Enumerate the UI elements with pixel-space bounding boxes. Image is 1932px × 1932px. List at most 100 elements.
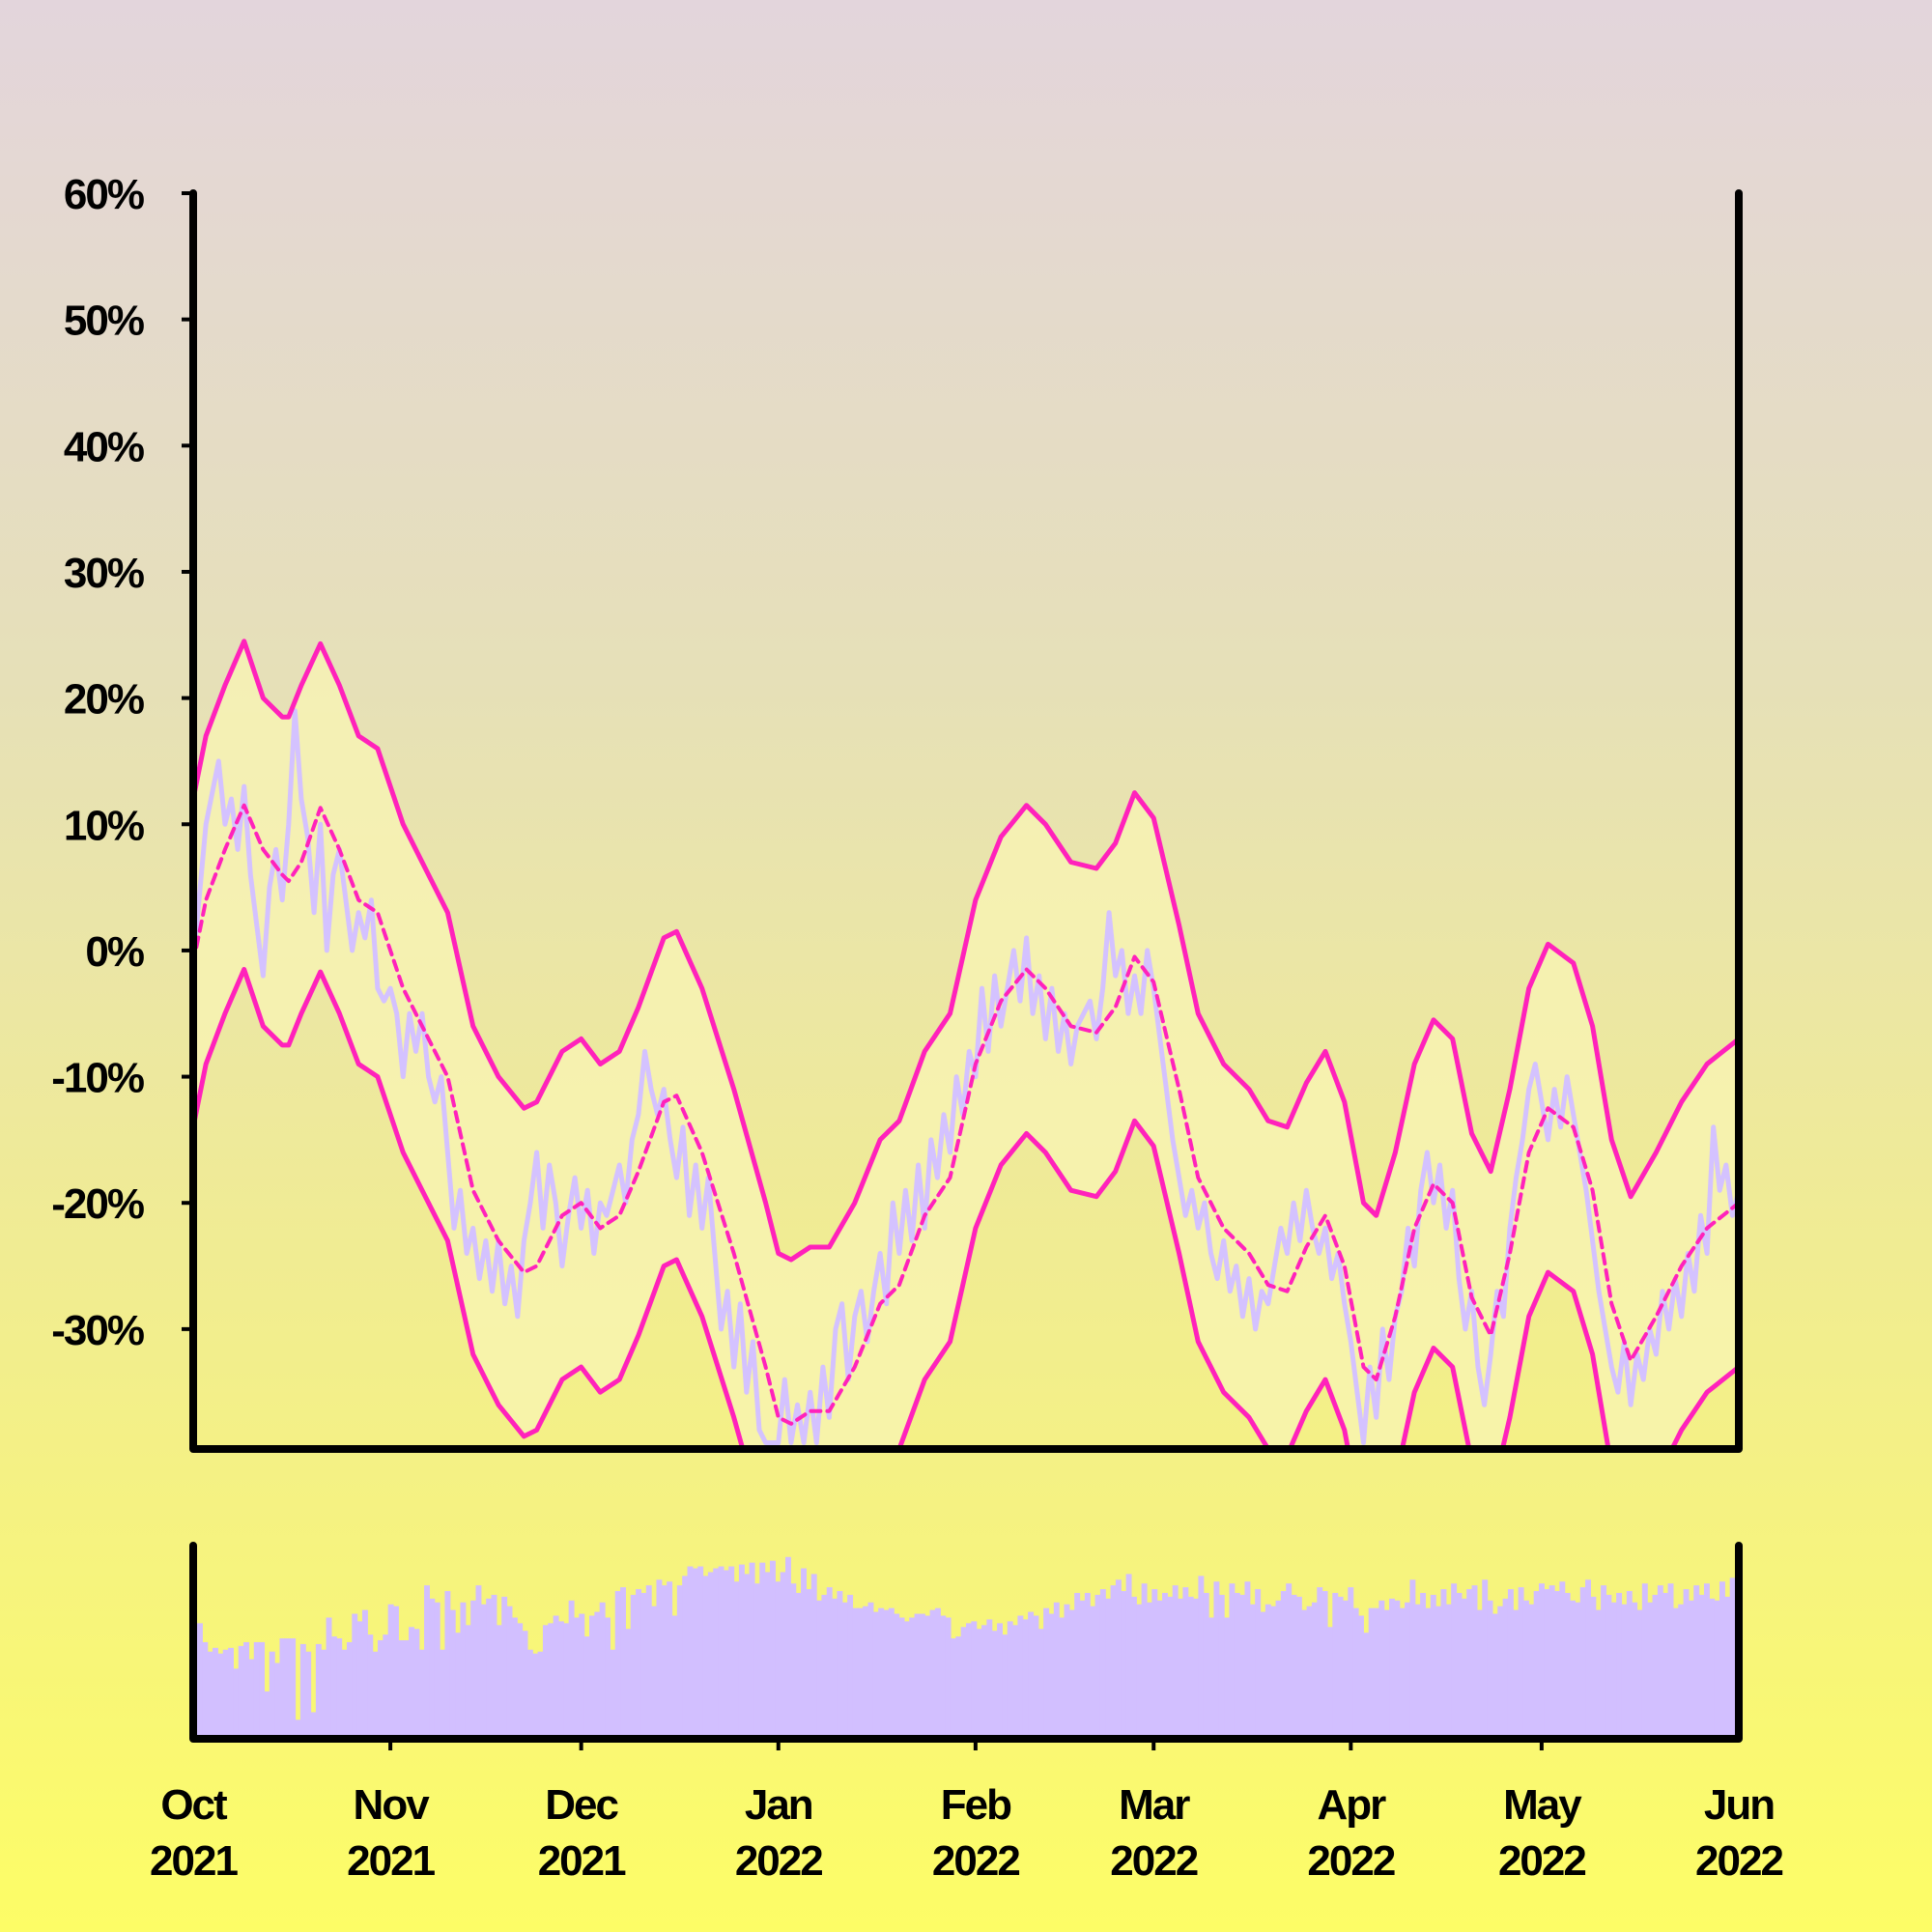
volume-bar [517,1623,524,1735]
volume-bar [1564,1593,1571,1735]
volume-bar [852,1607,859,1735]
volume-bar [769,1560,776,1735]
volume-bar [1002,1634,1009,1735]
volume-bar [217,1653,224,1735]
volume-bar [775,1581,781,1735]
volume-bar [383,1634,389,1735]
y-tick-label: -10% [51,1055,144,1102]
x-tick-year-label: 2022 [1695,1837,1782,1885]
volume-bar [1544,1589,1550,1735]
volume-bar [372,1651,379,1735]
volume-bar [330,1636,337,1735]
volume-bar [723,1570,729,1735]
volume-bar [1136,1604,1143,1735]
volume-bar [1647,1602,1654,1735]
volume-bar [636,1589,642,1735]
x-tick-month-label: Jun [1704,1781,1774,1829]
volume-bar [826,1587,833,1735]
volume-bar [1229,1583,1236,1735]
volume-bar [614,1591,621,1735]
lower-band-line [193,967,1739,1449]
volume-bar [290,1638,297,1735]
volume-bars [197,1556,1736,1735]
volume-bar [1022,1619,1029,1735]
volume-bar [1187,1596,1194,1735]
volume-bar [697,1566,704,1735]
volume-bar [909,1617,916,1735]
volume-bar [1632,1602,1638,1735]
volume-bar [496,1625,502,1735]
volume-bar [1068,1609,1075,1735]
x-tick-year-label: 2021 [150,1837,238,1885]
volume-bar [1084,1593,1091,1735]
volume-bar [1383,1609,1390,1735]
volume-bar [728,1566,735,1735]
volume-bar [878,1607,885,1735]
volume-bar [950,1638,956,1735]
volume-bar [1621,1604,1628,1735]
volume-bar [667,1581,673,1735]
volume-bar [1352,1607,1359,1735]
volume-bar [532,1653,539,1735]
volume-bar [228,1647,234,1735]
volume-bar [434,1602,440,1735]
volume-bar [1672,1607,1679,1735]
volume-bar [1601,1585,1607,1735]
y-tick-label: -30% [51,1307,144,1354]
volume-bar [1198,1576,1205,1735]
volume-bar [997,1623,1003,1735]
volume-bar [1636,1609,1643,1735]
x-tick-year-label: 2021 [538,1837,626,1885]
axes [189,189,1743,1743]
volume-bar [1249,1604,1256,1735]
volume-bar [640,1593,647,1735]
volume-bar [413,1629,420,1735]
volume-bar [651,1605,658,1735]
volume-bar [1208,1617,1215,1735]
volume-bar [1378,1600,1385,1735]
volume-bar [284,1638,291,1735]
volume-bar [945,1617,952,1735]
volume-bar [991,1631,998,1735]
volume-bar [1420,1593,1427,1735]
volume-bar [1295,1596,1302,1735]
daily-line [193,708,1739,1445]
volume-bar [966,1623,972,1735]
volume-bar [1579,1587,1586,1735]
y-tick-label: 40% [64,423,144,470]
volume-bar [780,1572,786,1735]
volume-bar [480,1604,487,1735]
volume-bar [1626,1591,1633,1735]
volume-bar [656,1579,663,1735]
volume-bar [867,1602,874,1735]
volume-bar [816,1600,823,1735]
volume-bar [894,1613,900,1735]
volume-bar [610,1649,616,1735]
volume-bar [1213,1581,1220,1735]
y-axis-ticks: 60% 50% 40% 30% 20% 10% 0% -10% -20% -30% [51,171,193,1354]
y-tick-label: 30% [64,550,144,597]
volume-bar [960,1627,967,1735]
volume-bar [1507,1589,1514,1735]
volume-bar [1151,1589,1158,1735]
volume-bar [1280,1591,1287,1735]
volume-bar [1683,1589,1690,1735]
confidence-band-fill [193,640,1739,1449]
volume-bar [1172,1585,1179,1735]
volume-bar [501,1596,508,1735]
volume-bar [398,1640,405,1735]
volume-bar [692,1568,698,1735]
volume-bar [1559,1581,1566,1735]
volume-bar [409,1627,414,1735]
volume-bar [1657,1585,1663,1735]
volume-bar [1090,1605,1096,1735]
volume-bar [336,1638,343,1735]
volume-bar [1064,1604,1070,1735]
volume-bar [981,1625,987,1735]
volume-bar [1445,1604,1452,1735]
volume-bar [1239,1594,1246,1735]
volume-bar [1548,1585,1555,1735]
volume-bar [326,1617,332,1735]
x-tick-month-label: Dec [545,1781,618,1829]
